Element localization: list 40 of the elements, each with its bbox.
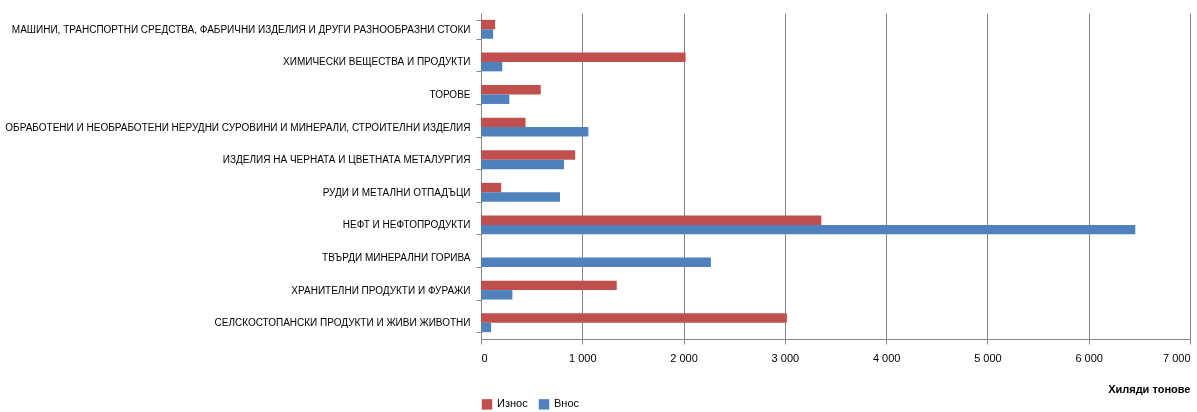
y-tick-label: ХИМИЧЕСКИ ВЕЩЕСТВА И ПРОДУКТИ <box>283 56 471 68</box>
bar <box>481 94 510 104</box>
bar <box>481 224 1136 235</box>
bar <box>481 313 787 323</box>
bar <box>481 322 492 333</box>
bar <box>481 182 502 193</box>
x-tick-label: 0 <box>481 351 488 364</box>
y-tick-label: ХРАНИТЕЛНИ ПРОДУКТИ И ФУРАЖИ <box>291 284 471 296</box>
x-tick-label: 6 000 <box>1075 351 1103 364</box>
bar <box>481 192 560 202</box>
bar <box>481 150 576 160</box>
x-axis-title: Хиляди тонове <box>1108 382 1191 395</box>
bar <box>481 61 503 72</box>
y-tick-label: ИЗДЕЛИЯ НА ЧЕРНАТА И ЦВЕТНАТА МЕТАЛУРГИЯ <box>222 154 471 166</box>
bar <box>481 159 565 170</box>
bar <box>481 19 496 30</box>
y-tick-label: РУДИ И МЕТАЛНИ ОТПАДЪЦИ <box>322 186 471 198</box>
x-tick-label: 5 000 <box>974 351 1002 364</box>
y-tick-label: ТВЪРДИ МИНЕРАЛНИ ГОРИВА <box>322 252 471 263</box>
y-tick-label: ТОРОВЕ <box>429 89 471 100</box>
bar <box>481 215 822 225</box>
bar <box>481 117 526 128</box>
bar <box>481 52 686 62</box>
bar <box>481 29 494 39</box>
y-tick-label: МАШИНИ, ТРАНСПОРТНИ СРЕДСТВА, ФАБРИЧНИ ИЗДЕЛИЯ И ДРУГИ РАЗНООБРАЗНИ СТОКИ <box>11 23 471 35</box>
y-tick-label: НЕФТ И НЕФТОПРОДУКТИ <box>342 219 471 231</box>
x-tick-label: 1 000 <box>569 351 597 364</box>
bar <box>481 280 617 291</box>
bar <box>481 85 541 95</box>
y-tick-label: СЕЛСКОСТОПАНСКИ ПРОДУКТИ И ЖИВИ ЖИВОТНИ <box>214 317 471 329</box>
bar <box>481 290 513 300</box>
bar <box>481 127 589 137</box>
legend-label: Внос <box>554 397 580 410</box>
x-tick-label: 4 000 <box>872 351 901 364</box>
y-tick-label: ОБРАБОТЕНИ И НЕОБРАБОТЕНИ НЕРУДНИ СУРОВИНИ И МИНЕРАЛИ, СТРОИТЕЛНИ ИЗДЕЛИЯ <box>5 121 471 133</box>
legend-label: Износ <box>497 397 529 410</box>
x-tick-label: 7 000 <box>1162 351 1191 364</box>
x-tick-label: 2 000 <box>670 351 698 364</box>
bar <box>481 257 711 267</box>
x-tick-label: 3 000 <box>771 351 800 364</box>
